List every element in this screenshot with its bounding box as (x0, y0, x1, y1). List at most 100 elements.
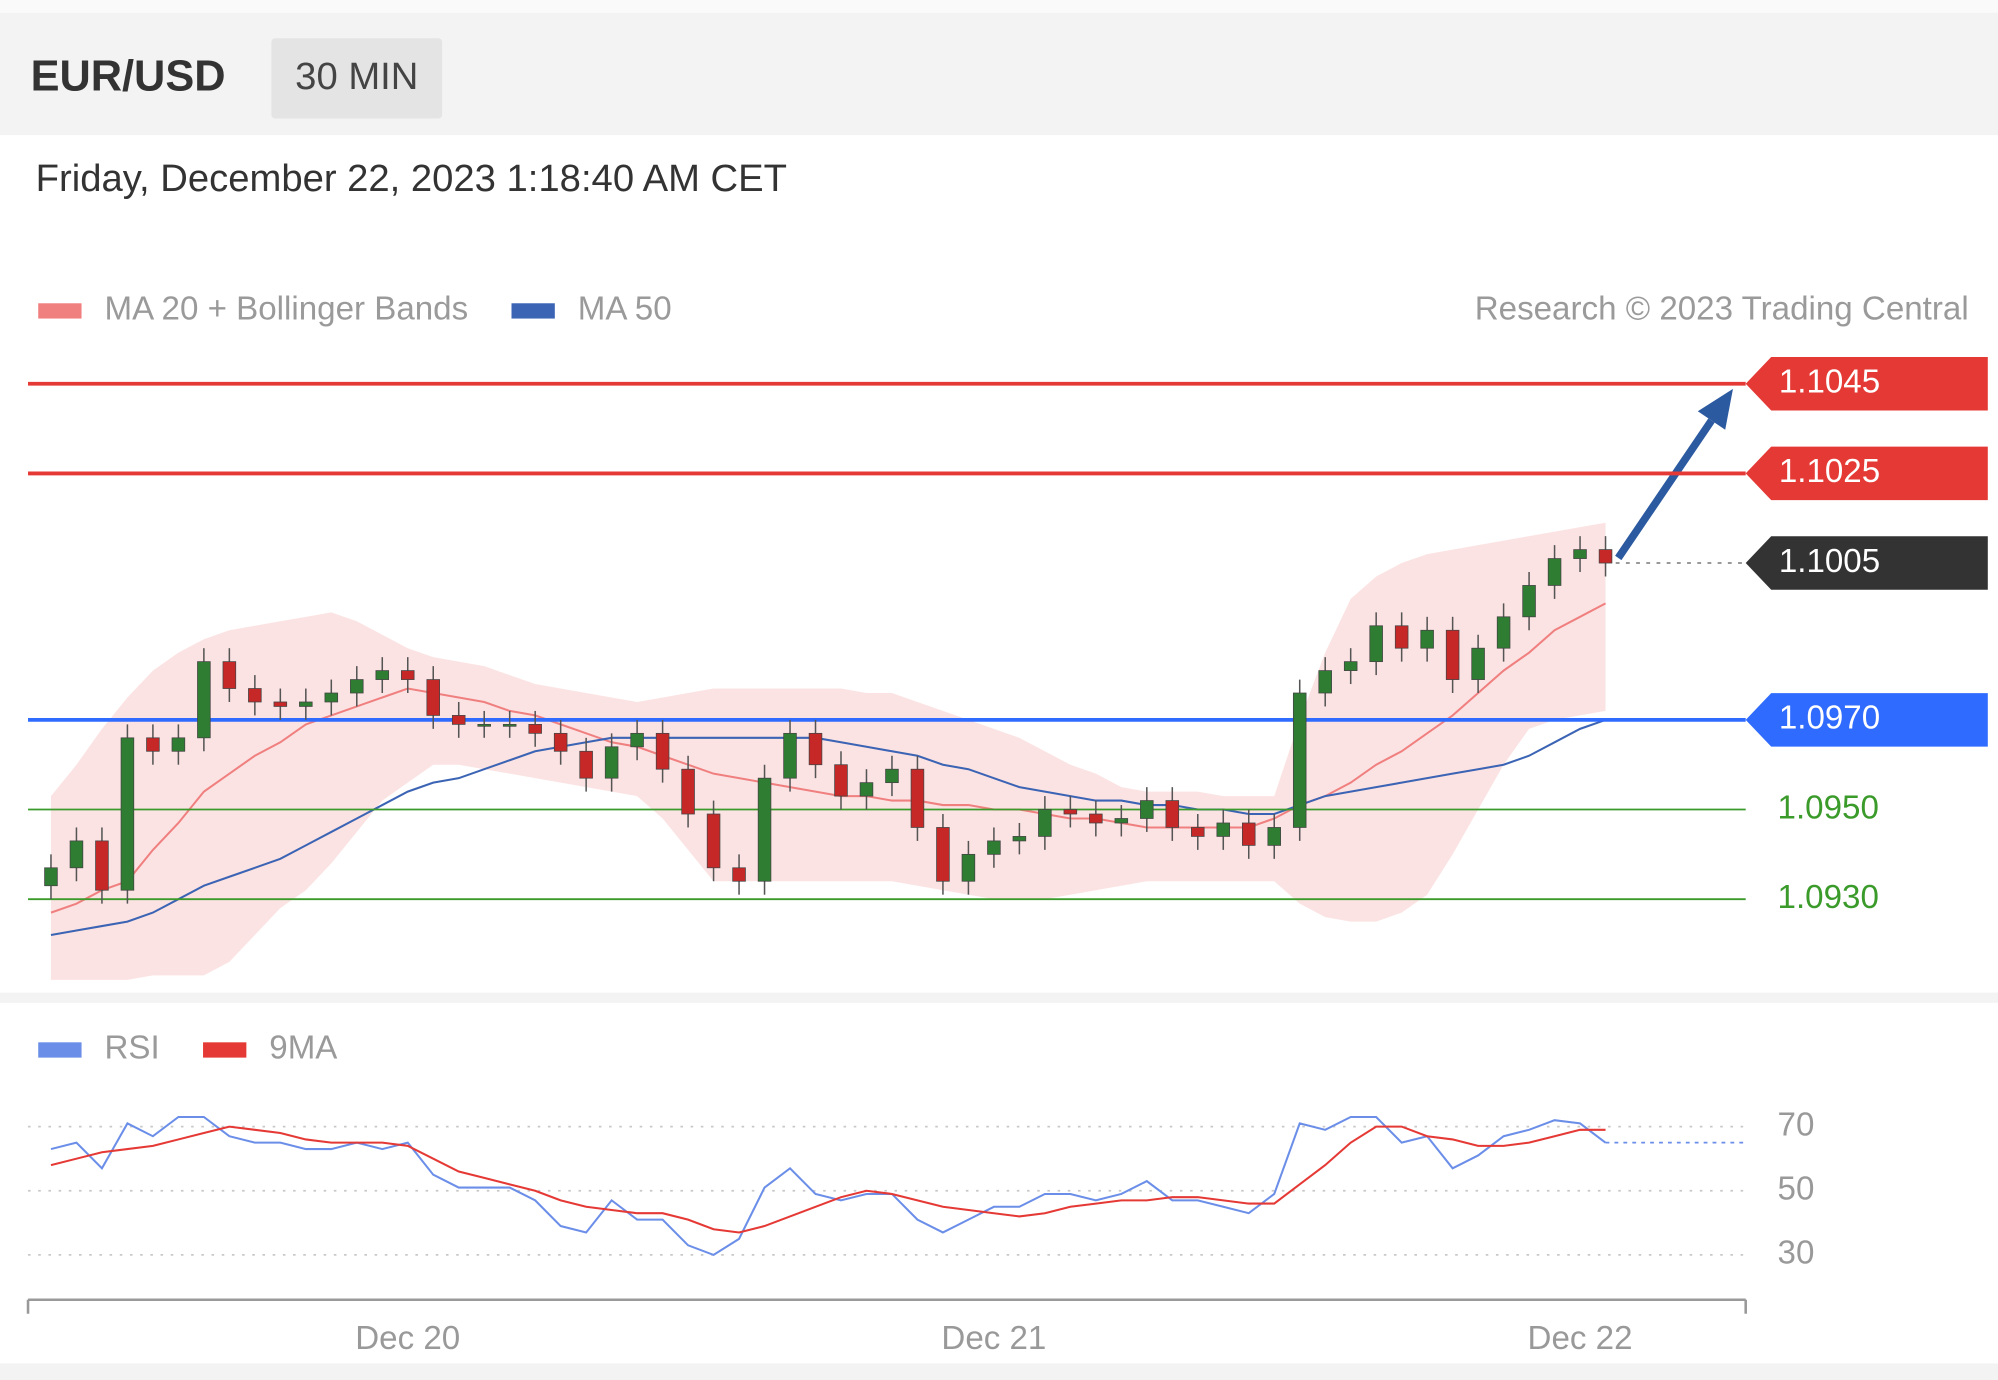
candle-body (1063, 809, 1078, 815)
candle-body (1522, 585, 1536, 618)
candle-body (604, 746, 619, 779)
x-tick-label: Dec 20 (355, 1320, 460, 1357)
candle-body (987, 840, 1001, 855)
candle-body (171, 737, 186, 752)
indicator-line (50, 1125, 1606, 1234)
candle-body (1471, 647, 1485, 680)
candle-body (885, 768, 899, 784)
rsi-panel: RSI 9MA 70 50 30 Dec 20 Dec 21 Dec 22 (26, 1030, 1815, 1357)
x-tick-label: Dec 22 (1528, 1320, 1633, 1357)
candle-body (502, 724, 517, 727)
candle-body (936, 827, 950, 882)
candle-body (273, 701, 288, 707)
y-tick-label: 70 (1778, 1106, 1815, 1143)
candle-body (910, 768, 925, 828)
level-tag-label: 1.1025 (1779, 453, 1880, 490)
candle-body (1598, 549, 1613, 564)
level-label: 1.0950 (1778, 789, 1879, 826)
candle-body (757, 777, 772, 882)
y-tick-label: 30 (1778, 1235, 1815, 1272)
candle-body (1292, 692, 1307, 828)
x-tick-label: Dec 21 (941, 1320, 1046, 1357)
level-tag (1745, 536, 1988, 590)
candle-body (1038, 809, 1052, 837)
candle-body (146, 737, 160, 752)
candle-body (834, 764, 848, 797)
candle-body (451, 715, 466, 725)
candle-body (528, 724, 542, 734)
candle-body (426, 679, 440, 716)
level-label: 1.0930 (1778, 879, 1879, 916)
y-tick-label: 50 (1778, 1171, 1815, 1208)
legend-label: RSI (104, 1030, 159, 1067)
candle-body (120, 737, 135, 891)
candle-body (350, 679, 364, 694)
level-tag (1745, 357, 1988, 411)
legend-label: MA 20 + Bollinger Bands (104, 291, 468, 328)
target-arrow-head (1697, 388, 1733, 430)
candle-body (1420, 629, 1434, 649)
candle-body (1012, 836, 1027, 842)
top-strip (0, 0, 1998, 13)
legend-swatch (203, 1042, 247, 1058)
bottom-strip (0, 1363, 1998, 1380)
price-panel: MA 20 + Bollinger Bands MA 50 1.1045 1.1025… (28, 291, 1988, 980)
level-tag (1745, 446, 1988, 501)
candle-body (299, 701, 313, 707)
candle-body (477, 724, 491, 727)
level-tag-label: 1.1005 (1779, 543, 1880, 580)
candle-body (1445, 629, 1460, 680)
legend-swatch (38, 303, 82, 319)
timeframe[interactable]: 30 MIN (295, 55, 418, 98)
symbol: EUR/USD (31, 52, 226, 100)
moving-average (50, 602, 1607, 914)
candle-body (222, 661, 237, 689)
timestamp: Friday, December 22, 2023 1:18:40 AM CET (36, 157, 787, 200)
panel-separator (0, 992, 1998, 1003)
legend-swatch (511, 303, 555, 319)
candle-body (1496, 616, 1511, 649)
candle-body (630, 732, 644, 748)
candle-body (808, 732, 823, 766)
candle-body (1140, 800, 1154, 819)
candle-body (324, 692, 339, 703)
candle-body (44, 867, 58, 887)
legend-label: 9MA (269, 1030, 338, 1067)
candle-body (1369, 625, 1383, 663)
bollinger-band (50, 522, 1606, 980)
legend-label: MA 50 (578, 291, 672, 328)
candle-body (681, 768, 695, 815)
target-arrow (1615, 418, 1715, 561)
candle-body (1267, 827, 1281, 846)
candle-body (1216, 822, 1231, 837)
timeframe-box[interactable] (271, 38, 443, 119)
candle-body (69, 840, 84, 869)
candle-body (1165, 800, 1180, 828)
level-tag (1745, 693, 1988, 747)
candle-body (95, 840, 109, 891)
candle-body (1394, 625, 1409, 649)
candle-body (859, 782, 874, 797)
candle-body (553, 732, 568, 752)
candle-body (248, 688, 262, 703)
candle-body (1191, 827, 1205, 837)
candle-body (1343, 661, 1358, 671)
candle-body (1089, 813, 1103, 824)
candle-body (783, 732, 797, 779)
indicator-line (50, 1115, 1607, 1257)
candle-body (401, 670, 415, 680)
legend-swatch (38, 1042, 82, 1058)
candle-body (1318, 670, 1332, 694)
credit: Research © 2023 Trading Central (1475, 291, 1969, 328)
candle-body (961, 853, 976, 882)
candle-body (1547, 558, 1562, 586)
candle-body (1241, 822, 1256, 846)
candle-body (1114, 818, 1129, 824)
level-tag-label: 1.1045 (1779, 364, 1880, 401)
candle-body (579, 750, 593, 779)
candle-body (375, 670, 390, 680)
candle-body (706, 813, 721, 869)
candle-body (655, 732, 670, 770)
